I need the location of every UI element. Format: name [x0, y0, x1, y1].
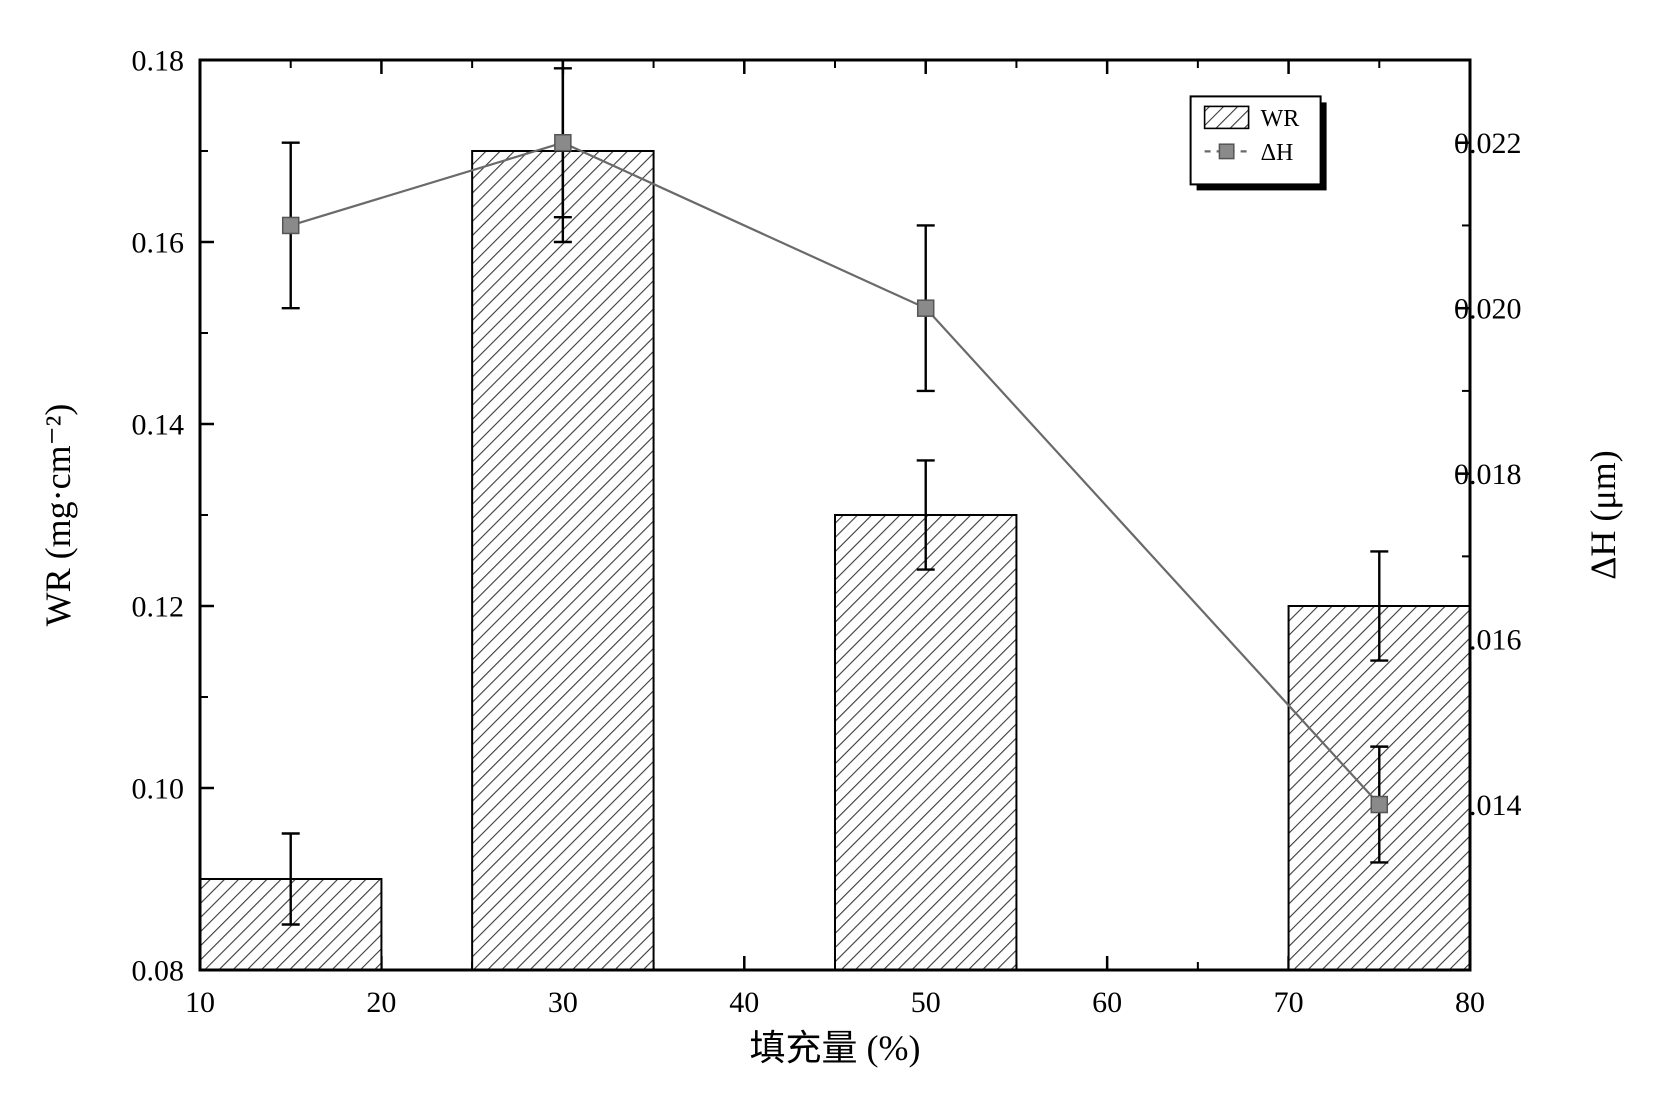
svg-text:70: 70 — [1274, 986, 1304, 1019]
svg-text:50: 50 — [911, 986, 941, 1019]
svg-text:30: 30 — [548, 986, 578, 1019]
bar-series — [200, 151, 1470, 970]
svg-text:0.018: 0.018 — [1454, 458, 1522, 491]
y-right-axis-label: ΔH (μm) — [1583, 450, 1623, 579]
svg-text:0.08: 0.08 — [132, 955, 185, 988]
svg-text:0.020: 0.020 — [1454, 293, 1522, 326]
chart-container: 10 20 30 40 50 60 70 80 0.08 0.10 0.12 0.14 0.16 0.18… — [0, 0, 1670, 1120]
svg-text:40: 40 — [729, 986, 759, 1019]
legend: WR ΔH — [1191, 96, 1327, 190]
dual-axis-bar-line-chart: 10 20 30 40 50 60 70 80 0.08 0.10 0.12 0.14 0.16 0.18… — [0, 0, 1670, 1120]
bar — [835, 515, 1016, 970]
svg-text:80: 80 — [1455, 986, 1485, 1019]
legend-label: ΔH — [1261, 140, 1294, 166]
svg-text:0.14: 0.14 — [132, 409, 185, 442]
bar — [472, 151, 653, 970]
svg-text:0.12: 0.12 — [132, 591, 185, 624]
svg-text:0.10: 0.10 — [132, 773, 185, 806]
svg-text:60: 60 — [1092, 986, 1122, 1019]
x-axis-label: 填充量 (%) — [750, 1028, 921, 1068]
y-left-axis-label: WR (mg·cm⁻²) — [38, 404, 78, 627]
legend-label: WR — [1261, 106, 1300, 132]
svg-text:0.18: 0.18 — [132, 45, 185, 78]
line-marker — [555, 135, 571, 151]
svg-text:20: 20 — [366, 986, 396, 1019]
line-marker — [283, 217, 299, 233]
line-marker — [1371, 797, 1387, 813]
svg-text:0.022: 0.022 — [1454, 127, 1522, 160]
svg-text:0.16: 0.16 — [132, 227, 185, 260]
line-marker — [918, 300, 934, 316]
svg-text:10: 10 — [185, 986, 215, 1019]
